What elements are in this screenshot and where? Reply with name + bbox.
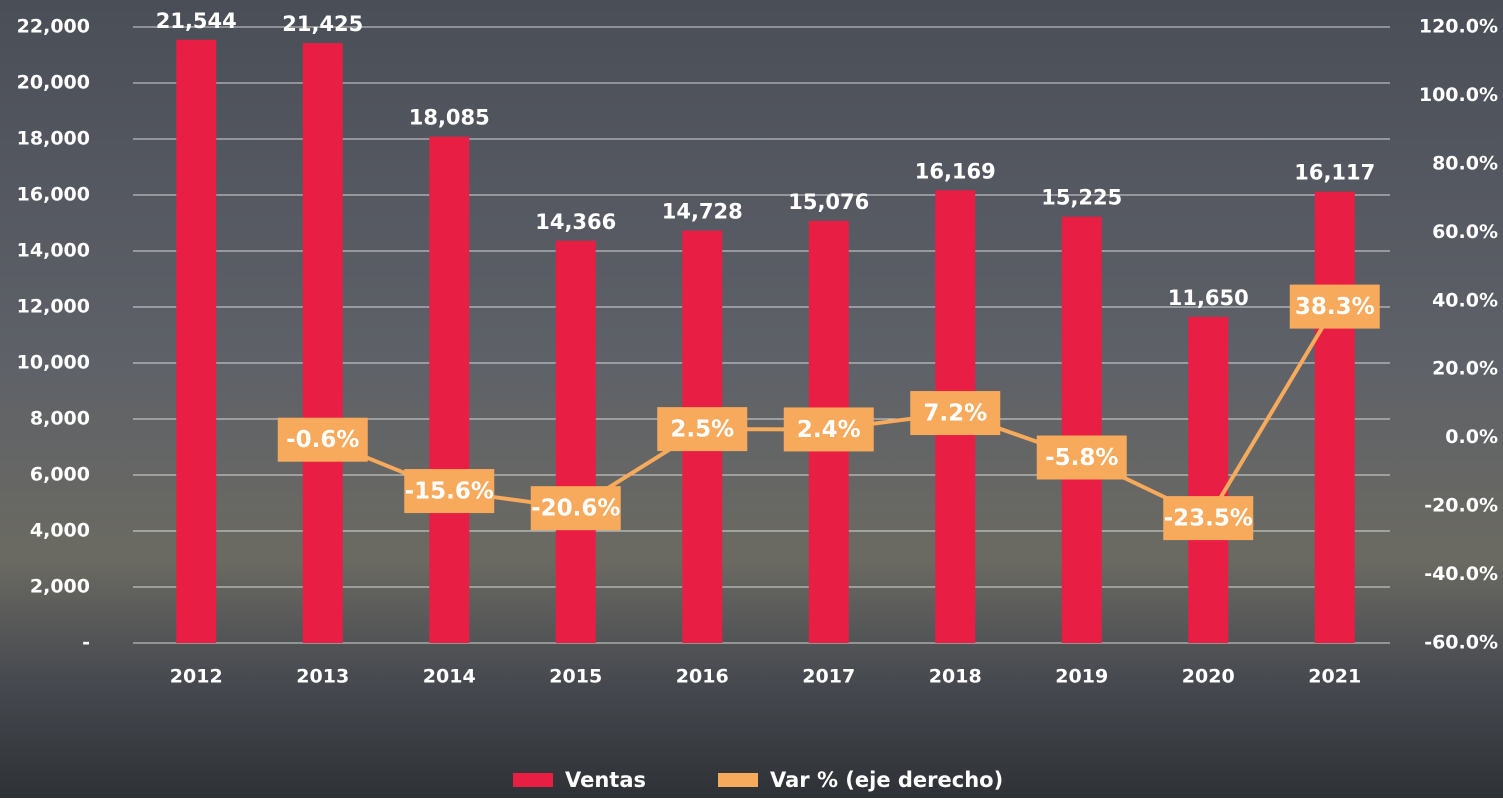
bar [556, 241, 596, 643]
line-value-label: 2.5% [670, 417, 734, 443]
x-tick-label: 2017 [802, 666, 855, 688]
line-value-label: -23.5% [1164, 506, 1253, 532]
bar-value-label: 15,225 [1041, 186, 1122, 210]
line-value-label: -0.6% [286, 427, 359, 453]
legend-swatch [718, 773, 758, 787]
bar-value-label: 15,076 [788, 190, 869, 214]
bar-value-label: 18,085 [409, 106, 490, 130]
x-tick-label: 2019 [1055, 666, 1108, 688]
y2-tick-label: 120.0% [1419, 16, 1498, 38]
line-value-label: -5.8% [1045, 445, 1118, 471]
y-tick-label: 12,000 [17, 296, 90, 318]
bar-value-label: 14,728 [662, 200, 743, 224]
x-tick-label: 2013 [296, 666, 349, 688]
bar-value-label: 14,366 [535, 210, 616, 234]
legend-label: Var % (eje derecho) [770, 768, 1003, 792]
y-tick-label: 16,000 [17, 184, 90, 206]
legend-swatch [513, 773, 553, 787]
y2-tick-label: 20.0% [1432, 358, 1498, 380]
bar [176, 40, 216, 643]
line-value-label: -20.6% [531, 496, 620, 522]
line-value-label: 7.2% [923, 401, 987, 427]
x-tick-label: 2014 [423, 666, 476, 688]
bar [303, 43, 343, 643]
y-tick-label: 2,000 [30, 576, 90, 598]
bar-value-label: 21,544 [156, 9, 237, 33]
y-tick-label: 4,000 [30, 520, 90, 542]
line-value-label: 2.4% [797, 417, 861, 443]
y-tick-label: 10,000 [17, 352, 90, 374]
y-tick-label: 6,000 [30, 464, 90, 486]
x-tick-label: 2016 [676, 666, 729, 688]
y2-tick-label: -60.0% [1424, 632, 1498, 654]
legend-label: Ventas [565, 768, 646, 792]
line-value-label: -15.6% [405, 479, 494, 505]
y2-tick-label: -20.0% [1424, 495, 1498, 517]
y2-tick-label: 0.0% [1445, 426, 1498, 448]
chart: - 2,000 4,000 6,000 8,000 10,000 12,000 14,000 1… [0, 0, 1503, 798]
y2-tick-label: 80.0% [1432, 152, 1498, 174]
bar [1315, 192, 1355, 643]
y-tick-label: 8,000 [30, 408, 90, 430]
y2-tick-label: 40.0% [1432, 289, 1498, 311]
bar [429, 137, 469, 643]
bar [1188, 317, 1228, 643]
page: - 2,000 4,000 6,000 8,000 10,000 12,000 14,000 1… [0, 0, 1503, 802]
bar [1062, 217, 1102, 643]
x-tick-label: 2018 [929, 666, 982, 688]
x-tick-label: 2012 [170, 666, 223, 688]
y-tick-label: 18,000 [17, 128, 90, 150]
bar-value-label: 21,425 [282, 12, 363, 36]
bar-value-label: 16,117 [1294, 161, 1375, 185]
y2-tick-label: 60.0% [1432, 221, 1498, 243]
bar-value-label: 11,650 [1168, 286, 1249, 310]
y2-tick-label: 100.0% [1419, 84, 1498, 106]
bar-value-label: 16,169 [915, 159, 996, 183]
x-tick-label: 2020 [1182, 666, 1235, 688]
y-tick-label: 20,000 [17, 72, 90, 94]
x-tick-label: 2015 [549, 666, 602, 688]
y-tick-label: 22,000 [17, 16, 90, 38]
y-tick-label: 14,000 [17, 240, 90, 262]
y2-tick-label: -40.0% [1424, 563, 1498, 585]
x-tick-label: 2021 [1308, 666, 1361, 688]
line-value-label: 38.3% [1295, 294, 1375, 320]
y-tick-label: - [82, 632, 90, 654]
